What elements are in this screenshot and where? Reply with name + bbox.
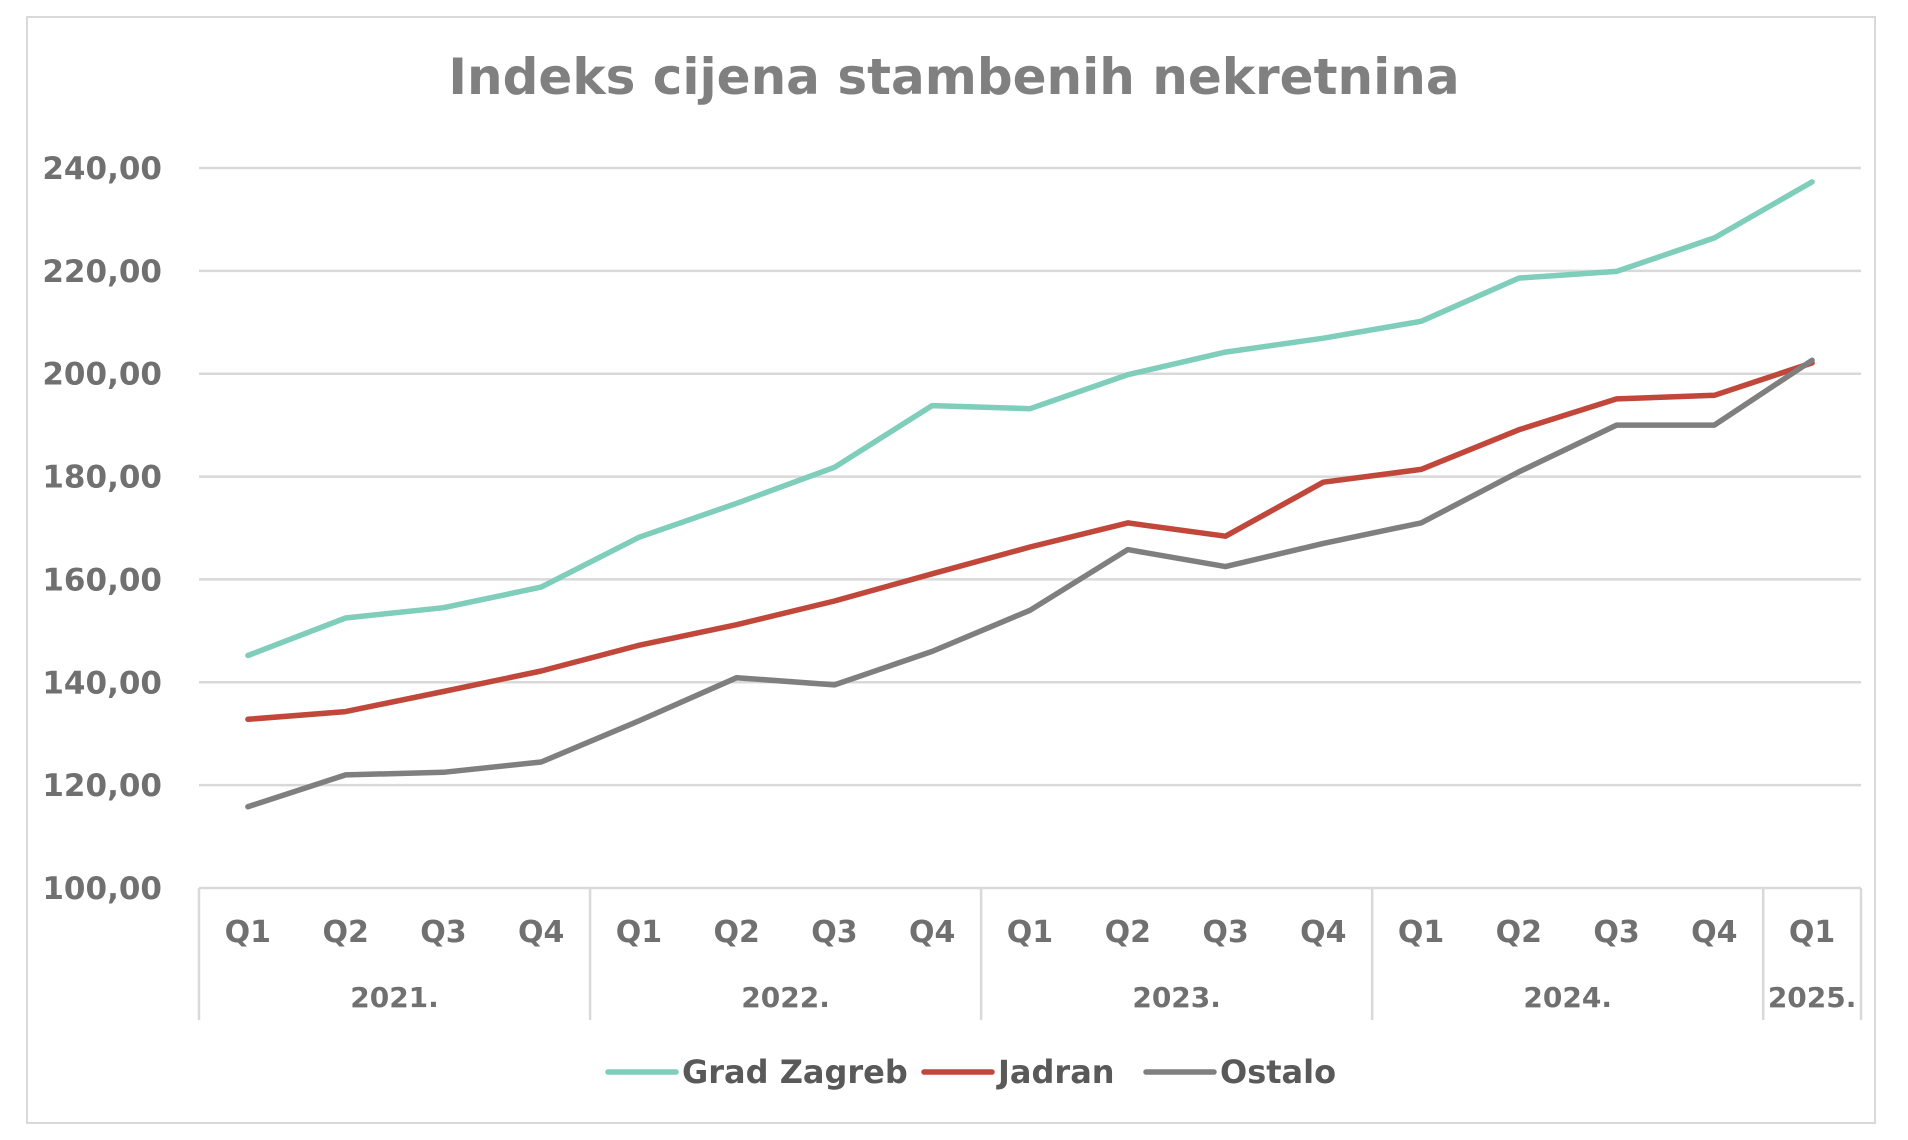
legend-label: Ostalo bbox=[1220, 1053, 1336, 1091]
x-tick-label: Q4 bbox=[518, 915, 564, 950]
year-group-label: 2024. bbox=[1523, 981, 1612, 1014]
x-tick-label: Q4 bbox=[1300, 915, 1346, 950]
series-lines bbox=[245, 179, 1815, 810]
x-axis: Q1 Q2 Q3 Q4 Q1 Q2 Q3 Q4 Q1 Q2 Q3 Q4 Q1 Q2 Q3 Q4 Q1 2021. 2… bbox=[197, 888, 1863, 1020]
x-tick-label: Q2 bbox=[322, 915, 368, 950]
x-tick-label: Q3 bbox=[1202, 915, 1248, 950]
x-tick-label: Q1 bbox=[1398, 915, 1444, 950]
y-tick-label: 160,00 bbox=[42, 562, 162, 598]
x-tick-label: Q2 bbox=[714, 915, 760, 950]
year-group-label: 2021. bbox=[350, 981, 439, 1014]
y-tick-label: 120,00 bbox=[42, 768, 162, 804]
y-tick-label: 180,00 bbox=[42, 460, 162, 496]
chart-title: Indeks cijena stambenih nekretnina bbox=[448, 48, 1460, 106]
year-group-label: 2023. bbox=[1132, 981, 1221, 1014]
year-group-label: 2025. bbox=[1768, 981, 1857, 1014]
x-tick-label: Q3 bbox=[811, 915, 857, 950]
x-tick-label: Q1 bbox=[1789, 915, 1835, 950]
x-tick-label: Q3 bbox=[1593, 915, 1639, 950]
x-tick-label: Q1 bbox=[616, 915, 662, 950]
y-tick-label: 100,00 bbox=[42, 871, 162, 907]
x-tick-label: Q4 bbox=[1691, 915, 1737, 950]
year-group-label: 2022. bbox=[741, 981, 830, 1014]
x-tick-label: Q1 bbox=[1007, 915, 1053, 950]
series-line-ostalo bbox=[245, 357, 1815, 810]
x-tick-label: Q1 bbox=[225, 915, 271, 950]
x-tick-label: Q3 bbox=[420, 915, 466, 950]
y-tick-label: 200,00 bbox=[42, 357, 162, 393]
gridlines bbox=[199, 166, 1861, 890]
series-line-jadran bbox=[245, 360, 1815, 723]
x-tick-label: Q2 bbox=[1496, 915, 1542, 950]
legend-label: Jadran bbox=[996, 1053, 1115, 1091]
y-axis: 100,00 120,00 140,00 160,00 180,00 200,00 220,… bbox=[42, 151, 162, 907]
legend: Grad Zagreb Jadran Ostalo bbox=[605, 1053, 1336, 1091]
x-tick-label: Q2 bbox=[1105, 915, 1151, 950]
x-tick-label: Q4 bbox=[909, 915, 955, 950]
y-tick-label: 240,00 bbox=[42, 151, 162, 187]
legend-label: Grad Zagreb bbox=[682, 1053, 908, 1091]
y-tick-label: 220,00 bbox=[42, 254, 162, 290]
y-tick-label: 140,00 bbox=[42, 665, 162, 701]
series-line-grad-zagreb bbox=[245, 179, 1815, 659]
